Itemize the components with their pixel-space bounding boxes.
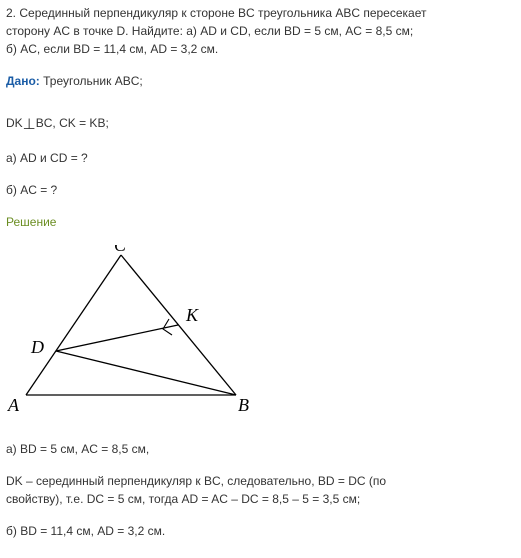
problem-line-3: б) AC, если BD = 11,4 см, AD = 3,2 см. bbox=[6, 42, 218, 56]
segment-dk bbox=[56, 325, 178, 351]
triangle-diagram: A B C D K bbox=[6, 245, 515, 422]
problem-number: 2. bbox=[6, 6, 16, 20]
perp-icon: ⊥ bbox=[23, 116, 36, 133]
label-c: C bbox=[114, 245, 127, 255]
given-text: Треугольник ABC; bbox=[40, 74, 143, 88]
solution-a-line2-a: DK – серединный перпендикуляр к BC, след… bbox=[6, 474, 386, 488]
segment-db bbox=[56, 351, 236, 395]
edge-bc bbox=[121, 255, 236, 395]
label-a: A bbox=[7, 395, 20, 415]
given-label: Дано: bbox=[6, 74, 40, 88]
label-d: D bbox=[30, 337, 44, 357]
solution-b: б) BD = 11,4 см, AD = 3,2 см. bbox=[6, 522, 515, 540]
dk-perp-bc: DK⊥BC, CK = KB; bbox=[6, 112, 515, 135]
edge-ac bbox=[26, 255, 121, 395]
dk-text: DK bbox=[6, 116, 23, 130]
solution-a-line1: a) BD = 5 см, AC = 8,5 см, bbox=[6, 440, 515, 458]
solution-label: Решение bbox=[6, 213, 515, 231]
bc-text: BC, CK = KB; bbox=[36, 116, 109, 130]
label-b: B bbox=[238, 395, 249, 415]
solution-a-line2: DK – серединный перпендикуляр к BC, след… bbox=[6, 472, 515, 508]
given-block: Дано: Треугольник ABC; bbox=[6, 72, 515, 90]
question-a: а) AD и CD = ? bbox=[6, 149, 515, 167]
label-k: K bbox=[185, 305, 199, 325]
question-b: б) AC = ? bbox=[6, 181, 515, 199]
problem-line-2: сторону AC в точке D. Найдите: а) AD и C… bbox=[6, 24, 413, 38]
problem-line-1: Серединный перпендикуляр к стороне BC тр… bbox=[19, 6, 426, 20]
solution-a-line2-b: свойству), т.е. DC = 5 см, тогда AD = AC… bbox=[6, 492, 360, 506]
problem-statement: 2. Серединный перпендикуляр к стороне BC… bbox=[6, 4, 515, 58]
